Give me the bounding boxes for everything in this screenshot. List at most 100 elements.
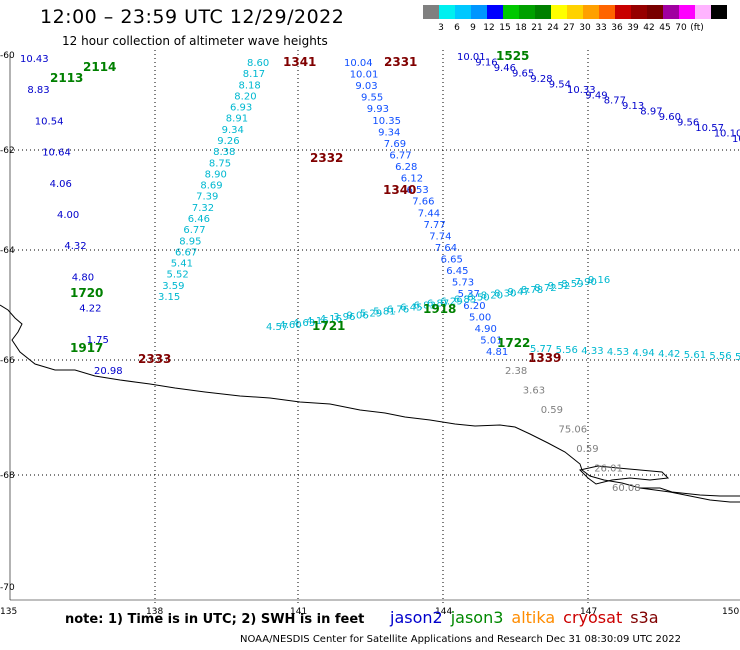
wave-height-label: 5.77: [530, 344, 552, 355]
scale-swatch: [679, 5, 695, 19]
track-label: 2331: [384, 55, 417, 69]
lat-label: -68: [0, 471, 15, 481]
wave-height-label: 4.63: [293, 318, 315, 329]
wave-height-label: 9.54: [549, 79, 571, 90]
wave-height-label: 10.64: [42, 148, 71, 159]
wave-height-label: 2.38: [505, 366, 527, 377]
wave-height-label: 5.01: [480, 335, 502, 346]
scale-swatch: [503, 5, 519, 19]
satellite-legend: jason2 jason3 altika cryosat s3a: [390, 608, 667, 627]
wave-height-label: 7.64: [435, 243, 457, 254]
wave-height-label: 10.01: [457, 52, 486, 63]
wave-height-label: 60.08: [612, 483, 641, 494]
scale-swatch: [647, 5, 663, 19]
lon-label: 135: [0, 607, 17, 617]
wave-height-label: 6.28: [395, 162, 417, 173]
scale-label: 15: [499, 23, 511, 33]
track-label: 1722: [497, 336, 530, 350]
wave-height-label: 5.29: [360, 308, 382, 319]
wave-height-label: 8.91: [226, 114, 248, 125]
wave-height-label: 10.54: [35, 116, 64, 127]
scale-label: 70: [675, 23, 687, 33]
scale-swatch: [583, 5, 599, 19]
scale-label: 36: [611, 23, 623, 33]
wave-height-label: 8.78: [521, 285, 543, 296]
wave-height-label: 4.42: [658, 349, 680, 360]
wave-height-label: 9.55: [361, 93, 383, 104]
wave-height-label: 8.30: [494, 289, 516, 300]
scale-label: 12: [483, 23, 495, 33]
wave-height-label: 5.81: [373, 306, 395, 317]
wave-height-label: 4.94: [633, 348, 655, 359]
wave-height-label: 5.41: [171, 259, 193, 270]
wave-height-label: 7.90: [575, 277, 597, 288]
wave-height-label: 6.20: [463, 301, 485, 312]
scale-label: 18: [515, 23, 527, 33]
wave-height-label: 8.20: [234, 91, 256, 102]
scale-label: 33: [595, 23, 607, 33]
track-label: 2114: [83, 60, 116, 74]
track-label: 1340: [383, 183, 416, 197]
scale-label: (ft): [690, 23, 704, 33]
wave-height-label: 9.13: [622, 101, 644, 112]
wave-height-label: 8.20: [481, 291, 503, 302]
scale-swatch: [615, 5, 631, 19]
wave-height-label: 3.15: [158, 292, 180, 303]
legend-altika: altika: [511, 608, 556, 627]
page-subtitle: 12 hour collection of altimeter wave hei…: [62, 34, 328, 48]
track-label: 1918: [423, 302, 456, 316]
wave-height-label: 5.56: [556, 345, 578, 356]
wave-height-label: 6.76: [387, 304, 409, 315]
wave-height-label: 8.17: [243, 69, 265, 80]
wave-height-label: 5.56: [709, 351, 731, 362]
wave-height-label: 6.87: [427, 299, 449, 310]
wave-height-label: 5.37: [458, 289, 480, 300]
wave-height-label: 8.95: [179, 236, 201, 247]
track-label: 1525: [496, 49, 529, 63]
wave-height-label: 4.57: [266, 322, 288, 333]
wave-height-label: 5.00: [469, 312, 491, 323]
lon-label: 138: [146, 607, 163, 617]
wave-height-label: 10.33: [567, 85, 596, 96]
wave-height-label: 10.10: [714, 129, 740, 140]
lat-label: -64: [0, 246, 15, 256]
legend-jason2: jason2: [390, 608, 443, 627]
wave-height-label: 6.50: [467, 293, 489, 304]
scale-swatch: [455, 5, 471, 19]
wave-height-label: 10.43: [20, 54, 49, 65]
scale-label: 45: [659, 23, 671, 33]
scale-label: 27: [563, 23, 575, 33]
wave-height-label: 4.16: [306, 316, 328, 327]
wave-height-label: 75.06: [559, 425, 588, 436]
scale-swatch: [439, 5, 455, 19]
wave-height-label: 7.74: [429, 231, 451, 242]
wave-height-label: 9.65: [512, 68, 534, 79]
wave-height-label: 6.77: [183, 225, 205, 236]
wave-height-label: 6.93: [230, 103, 252, 114]
wave-height-label: 1.75: [87, 335, 109, 346]
scale-label: 30: [579, 23, 591, 33]
lon-label: 141: [290, 607, 307, 617]
wave-height-label: 9.06: [347, 310, 369, 321]
track-label: 2113: [50, 71, 83, 85]
wave-height-label: 26.01: [594, 464, 623, 475]
coastline: [0, 304, 740, 503]
wave-height-label: 4.60: [279, 320, 301, 331]
wave-height-label: 7.66: [412, 197, 434, 208]
wave-height-label: 3.96: [333, 312, 355, 323]
wave-height-label: 9.49: [585, 90, 607, 101]
legend-s3a: s3a: [630, 608, 659, 627]
coastline-east: [640, 487, 740, 497]
wave-height-label: 8.90: [205, 169, 227, 180]
wave-height-label: 8.69: [200, 181, 222, 192]
wave-height-label: 8.59: [561, 279, 583, 290]
footer-credit: NOAA/NESDIS Center for Satellite Applica…: [240, 634, 682, 645]
wave-height-label: 6.67: [175, 247, 197, 258]
wave-height-label: 9.16: [588, 275, 610, 286]
wave-height-label: 4.00: [57, 210, 79, 221]
wave-height-label: 6.83: [454, 295, 476, 306]
wave-height-label: 0.59: [541, 405, 563, 416]
wave-height-label: 6.29: [440, 297, 462, 308]
wave-height-label: 6.77: [389, 151, 411, 162]
wave-height-label: 5.5: [735, 352, 740, 363]
